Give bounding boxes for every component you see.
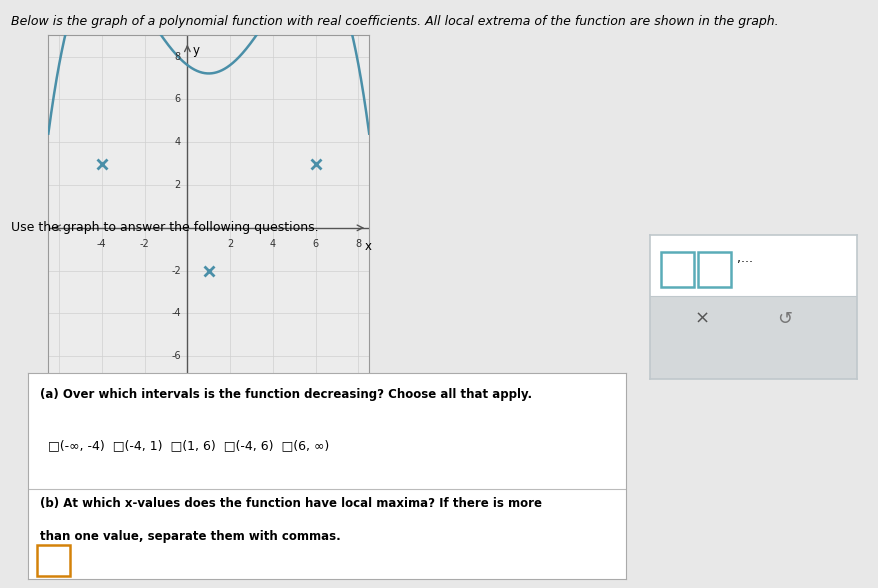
Text: -8: -8 bbox=[171, 394, 181, 404]
Text: □(-∞, -4)  □(-4, 1)  □(1, 6)  □(-4, 6)  □(6, ∞): □(-∞, -4) □(-4, 1) □(1, 6) □(-4, 6) □(6,… bbox=[40, 439, 329, 452]
Text: 6: 6 bbox=[313, 239, 319, 249]
Text: 2: 2 bbox=[227, 239, 233, 249]
Text: y: y bbox=[192, 44, 199, 57]
Text: (a) Over which intervals is the function decreasing? Choose all that apply.: (a) Over which intervals is the function… bbox=[40, 388, 531, 401]
Text: 8: 8 bbox=[175, 52, 181, 62]
FancyBboxPatch shape bbox=[697, 252, 730, 287]
Text: 4: 4 bbox=[270, 239, 276, 249]
Text: ↺: ↺ bbox=[776, 310, 791, 328]
Text: Below is the graph of a polynomial function with real coefficients. All local ex: Below is the graph of a polynomial funct… bbox=[11, 15, 777, 28]
Text: than one value, separate them with commas.: than one value, separate them with comma… bbox=[40, 530, 341, 543]
Text: -4: -4 bbox=[171, 309, 181, 319]
Text: 4: 4 bbox=[175, 137, 181, 147]
Text: 6: 6 bbox=[175, 95, 181, 105]
Text: x: x bbox=[364, 240, 371, 253]
Text: -2: -2 bbox=[171, 266, 181, 276]
FancyBboxPatch shape bbox=[660, 252, 693, 287]
Text: ,...: ,... bbox=[737, 252, 752, 266]
Text: -6: -6 bbox=[171, 351, 181, 361]
FancyBboxPatch shape bbox=[37, 545, 70, 576]
Text: -4: -4 bbox=[97, 239, 106, 249]
Text: 8: 8 bbox=[355, 239, 361, 249]
Text: -2: -2 bbox=[140, 239, 149, 249]
Text: ×: × bbox=[694, 310, 709, 328]
Text: Use the graph to answer the following questions.: Use the graph to answer the following qu… bbox=[11, 220, 318, 233]
Text: 2: 2 bbox=[175, 180, 181, 190]
Text: (b) At which x-values does the function have local maxima? If there is more: (b) At which x-values does the function … bbox=[40, 497, 542, 510]
Bar bbox=[650, 296, 856, 379]
